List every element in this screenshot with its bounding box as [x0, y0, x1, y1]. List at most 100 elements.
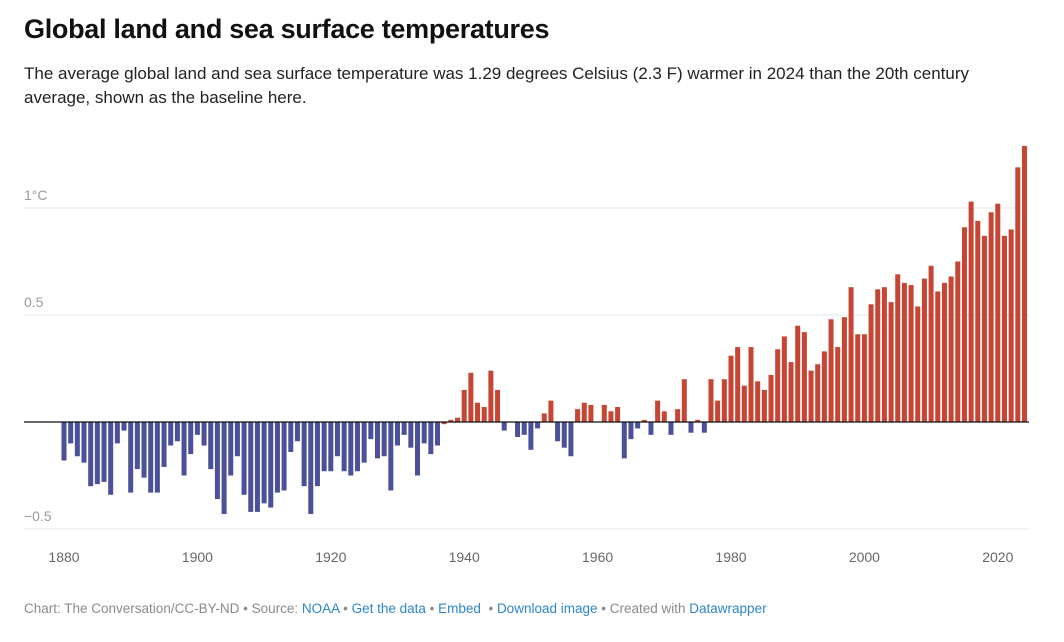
x-tick-label: 1900: [182, 549, 213, 565]
bar-1937: [441, 422, 447, 425]
bar-2016: [968, 201, 974, 422]
bar-2004: [888, 302, 894, 422]
bar-1981: [735, 347, 741, 422]
bar-1928: [381, 422, 387, 457]
bar-1940: [461, 389, 467, 422]
bar-1923: [348, 422, 354, 476]
bar-1897: [174, 422, 180, 442]
bar-1975: [695, 419, 701, 422]
bar-1996: [835, 347, 841, 422]
created-with-text: Created with: [609, 601, 690, 616]
x-tick-label: 2000: [849, 549, 880, 565]
chart-title: Global land and sea surface temperatures: [24, 14, 550, 44]
y-axis-labels: 1°C 0.5 −0.5: [24, 187, 52, 524]
y-tick-label: 1°C: [24, 187, 48, 203]
bar-1898: [181, 422, 187, 476]
bar-1910: [261, 422, 267, 504]
bar-1953: [548, 400, 554, 422]
embed-link[interactable]: Embed: [438, 601, 481, 616]
bar-1954: [555, 422, 561, 442]
bar-1888: [114, 422, 120, 444]
bar-1885: [94, 422, 100, 485]
bar-1943: [481, 407, 487, 422]
bar-1957: [575, 409, 581, 422]
bar-1955: [561, 422, 567, 448]
bar-1977: [708, 379, 714, 422]
bar-2002: [875, 289, 881, 422]
bar-1939: [455, 417, 461, 422]
bar-2012: [941, 282, 947, 422]
bar-1941: [468, 372, 474, 422]
bar-2003: [881, 287, 887, 422]
bar-1951: [535, 422, 541, 429]
separator: •: [484, 601, 497, 616]
datawrapper-link[interactable]: Datawrapper: [689, 601, 767, 616]
bar-1906: [234, 422, 240, 457]
bar-1973: [681, 379, 687, 422]
bar-1884: [88, 422, 94, 487]
bar-1936: [435, 422, 441, 446]
separator: •: [425, 601, 439, 616]
bar-1908: [248, 422, 254, 512]
bar-1989: [788, 362, 794, 422]
bar-1942: [475, 402, 481, 422]
bar-2017: [975, 220, 981, 422]
x-tick-label: 1940: [449, 549, 480, 565]
bar-1895: [161, 422, 167, 467]
x-tick-label: 2020: [982, 549, 1013, 565]
x-axis-labels: 1880 1900 1920 1940 1960 1980 2000 2020: [48, 549, 1013, 565]
download-image-link[interactable]: Download image: [496, 601, 598, 616]
bar-1894: [154, 422, 160, 493]
source-label: Source:: [251, 601, 302, 616]
bar-1994: [821, 351, 827, 422]
bar-1972: [675, 409, 681, 422]
bar-1979: [721, 379, 727, 422]
gridlines: [24, 207, 1029, 530]
bar-1978: [715, 400, 721, 422]
bar-1991: [801, 332, 807, 422]
separator: •: [597, 601, 610, 616]
bar-1886: [101, 422, 107, 482]
bar-1912: [274, 422, 280, 493]
bar-2008: [915, 306, 921, 422]
bar-1984: [755, 381, 761, 422]
credit-text: Chart: The Conversation/CC-BY-ND: [24, 601, 240, 616]
bar-1891: [134, 422, 140, 470]
bar-1918: [314, 422, 320, 487]
bar-1896: [168, 422, 174, 446]
bar-1909: [254, 422, 260, 512]
x-tick-label: 1920: [315, 549, 346, 565]
bar-2005: [895, 274, 901, 422]
bar-1929: [388, 422, 394, 491]
x-tick-label: 1960: [582, 549, 613, 565]
y-tick-label: 0.5: [24, 294, 44, 310]
bar-1950: [528, 422, 534, 450]
bar-2019: [988, 212, 994, 422]
bar-2015: [961, 227, 967, 422]
bar-1983: [748, 347, 754, 422]
bar-1932: [408, 422, 414, 448]
bar-chart: 1°C 0.5 −0.5 1880 1900 1920 1940 1960 1980 2000 2…: [24, 145, 1029, 565]
get-the-data-link[interactable]: Get the data: [351, 601, 426, 616]
bar-1904: [221, 422, 227, 515]
bar-1956: [568, 422, 574, 457]
bar-1925: [361, 422, 367, 463]
bar-1997: [841, 317, 847, 422]
chart-subtitle: The average global land and sea surface …: [24, 64, 969, 107]
bar-1999: [855, 334, 861, 422]
bar-1952: [541, 413, 547, 422]
bar-1893: [148, 422, 154, 493]
bar-2007: [908, 285, 914, 422]
bar-1901: [201, 422, 207, 446]
bar-2011: [935, 291, 941, 422]
x-tick-label: 1980: [715, 549, 746, 565]
bar-1990: [795, 325, 801, 422]
bar-1922: [341, 422, 347, 472]
bar-1913: [281, 422, 287, 491]
bar-1946: [501, 422, 507, 431]
source-link-noaa[interactable]: NOAA: [301, 601, 340, 616]
bar-2023: [1015, 167, 1021, 422]
bar-1949: [521, 422, 527, 435]
bar-1971: [668, 422, 674, 435]
bar-1987: [775, 349, 781, 422]
